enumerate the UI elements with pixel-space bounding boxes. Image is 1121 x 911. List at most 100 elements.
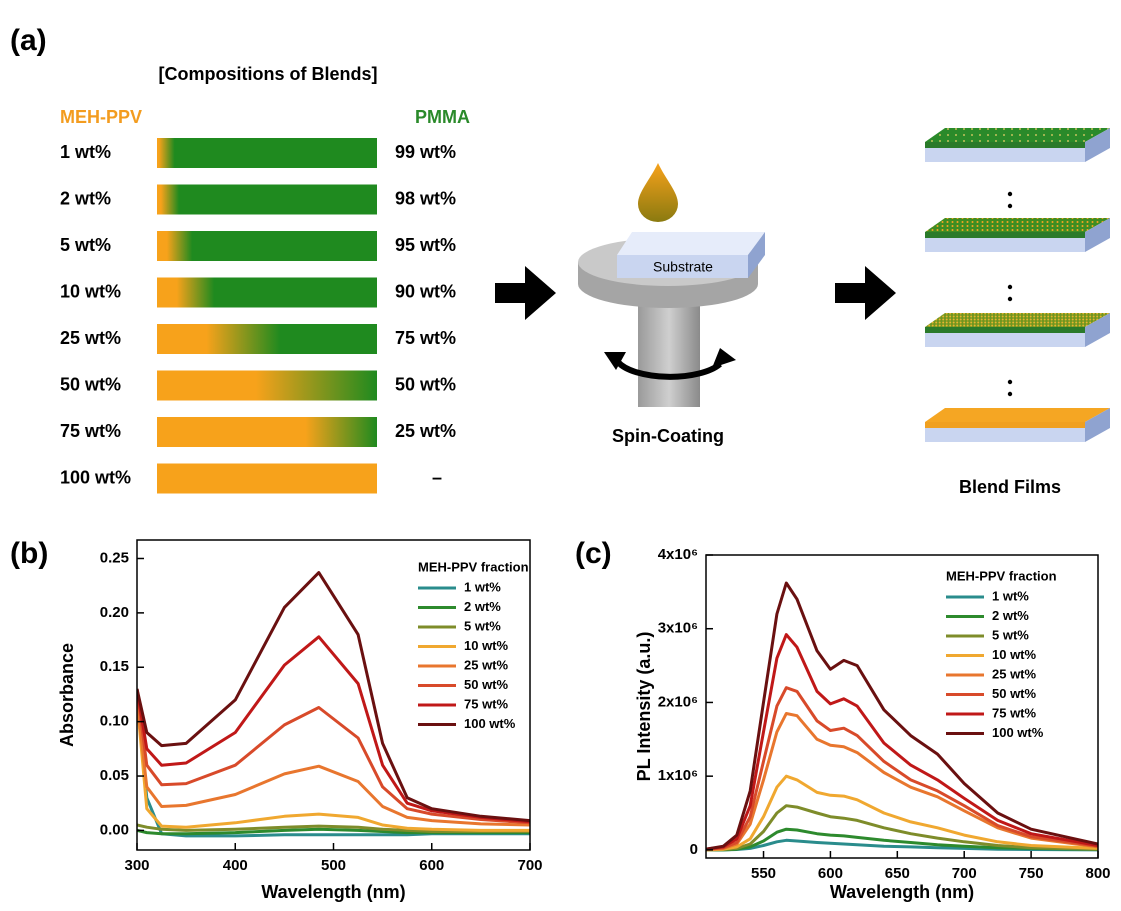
x-axis-label: Wavelength (nm) xyxy=(261,882,405,902)
spin-label: Spin-Coating xyxy=(612,426,724,446)
left-fraction: 50 wt% xyxy=(60,374,121,394)
right-fraction: 99 wt% xyxy=(395,142,456,162)
left-fraction: 10 wt% xyxy=(60,281,121,301)
substrate-front xyxy=(925,238,1085,252)
substrate-front xyxy=(925,333,1085,347)
legend-label: 2 wt% xyxy=(464,599,501,614)
arrow-head xyxy=(712,348,736,368)
plot-frame xyxy=(705,554,1099,859)
y-axis-label: Absorbance xyxy=(57,643,77,747)
blend-bar xyxy=(157,277,377,308)
dot xyxy=(1007,203,1013,209)
x-tick-label: 400 xyxy=(223,857,248,874)
film-front xyxy=(925,327,1085,333)
series-line xyxy=(137,699,530,827)
films-label: Blend Films xyxy=(959,477,1061,497)
droplet xyxy=(638,163,678,222)
dot xyxy=(1007,379,1013,385)
x-tick-label: 750 xyxy=(1019,865,1044,882)
film-front xyxy=(925,232,1085,238)
legend-label: 75 wt% xyxy=(464,696,509,711)
series-line xyxy=(706,686,1098,851)
series-line xyxy=(137,699,530,832)
substrate-side xyxy=(1085,128,1110,162)
rotation-arrow xyxy=(615,359,722,380)
legend-label: 50 wt% xyxy=(464,677,509,692)
series-line xyxy=(137,635,530,824)
left-fraction: 5 wt% xyxy=(60,235,111,255)
film-front xyxy=(925,422,1085,428)
x-tick-label: 800 xyxy=(1085,865,1110,882)
y-tick-label: 0 xyxy=(690,841,698,858)
x-tick-label: 700 xyxy=(952,865,977,882)
legend-label: 1 wt% xyxy=(464,579,501,594)
blend-bar xyxy=(157,231,377,261)
blend-bar xyxy=(157,463,377,494)
substrate-front xyxy=(925,148,1085,162)
x-tick-label: 600 xyxy=(419,857,444,874)
blend-bar xyxy=(157,370,377,401)
composition-rows: 1 wt% 99 wt% 2 wt% 98 wt% 5 wt% 95 wt% 10 wt% 9… xyxy=(60,138,456,494)
y-tick-label: 0.00 xyxy=(100,821,129,838)
y-axis-label: PL Intensity (a.u.) xyxy=(634,632,654,782)
x-axis-label: Wavelength (nm) xyxy=(830,882,974,902)
right-fraction: 50 wt% xyxy=(395,374,456,394)
x-tick-label: 600 xyxy=(818,865,843,882)
legend-label: 5 wt% xyxy=(992,627,1029,642)
right-fraction: 95 wt% xyxy=(395,235,456,255)
panel-label: (c) xyxy=(575,537,612,570)
dot xyxy=(1007,191,1013,197)
y-tick-label: 2x10⁶ xyxy=(658,693,698,710)
legend-label: 10 wt% xyxy=(464,638,509,653)
film-top xyxy=(925,218,1110,232)
arrow xyxy=(835,266,896,320)
substrate-front xyxy=(925,428,1085,442)
legend-label: 75 wt% xyxy=(992,705,1037,720)
arrow-head xyxy=(604,352,626,370)
series-line xyxy=(706,712,1098,851)
dot xyxy=(1007,391,1013,397)
y-tick-label: 0.05 xyxy=(100,767,129,784)
legend-label: 10 wt% xyxy=(992,647,1037,662)
legend-title: MEH-PPV fraction xyxy=(418,559,529,574)
meh-ppv-header: MEH-PPV xyxy=(60,107,142,127)
left-fraction: 1 wt% xyxy=(60,142,111,162)
legend-label: 1 wt% xyxy=(992,588,1029,603)
series-line xyxy=(706,827,1098,852)
series-line xyxy=(137,688,530,825)
blend-bar xyxy=(157,417,377,447)
y-tick-label: 3x10⁶ xyxy=(658,620,698,637)
substrate-side xyxy=(1085,408,1110,442)
y-tick-label: 1x10⁶ xyxy=(658,767,698,784)
series-line xyxy=(706,804,1098,852)
legend-label: 100 wt% xyxy=(992,725,1044,740)
legend-label: 50 wt% xyxy=(992,686,1037,701)
composition-title: [Compositions of Blends] xyxy=(159,64,378,84)
right-fraction: – xyxy=(432,467,442,487)
series-line xyxy=(706,633,1098,851)
x-tick-label: 550 xyxy=(751,865,776,882)
right-fraction: 98 wt% xyxy=(395,188,456,208)
series-line xyxy=(706,774,1098,852)
right-fraction: 75 wt% xyxy=(395,328,456,348)
y-tick-label: 0.15 xyxy=(100,658,129,675)
x-tick-label: 650 xyxy=(885,865,910,882)
film-front xyxy=(925,142,1085,148)
y-tick-label: 0.20 xyxy=(100,604,129,621)
legend-title: MEH-PPV fraction xyxy=(946,568,1057,583)
right-fraction: 90 wt% xyxy=(395,281,456,301)
substrate-front xyxy=(617,255,748,278)
x-tick-label: 700 xyxy=(517,857,542,874)
x-tick-label: 300 xyxy=(124,857,149,874)
substrate-side xyxy=(1085,313,1110,347)
dot xyxy=(1007,296,1013,302)
left-fraction: 100 wt% xyxy=(60,467,131,487)
blend-films xyxy=(925,128,1110,442)
legend-label: 100 wt% xyxy=(464,716,516,731)
right-fraction: 25 wt% xyxy=(395,421,456,441)
series-line xyxy=(137,823,530,833)
substrate-side xyxy=(748,232,765,278)
left-fraction: 2 wt% xyxy=(60,188,111,208)
film-top xyxy=(925,128,1110,142)
